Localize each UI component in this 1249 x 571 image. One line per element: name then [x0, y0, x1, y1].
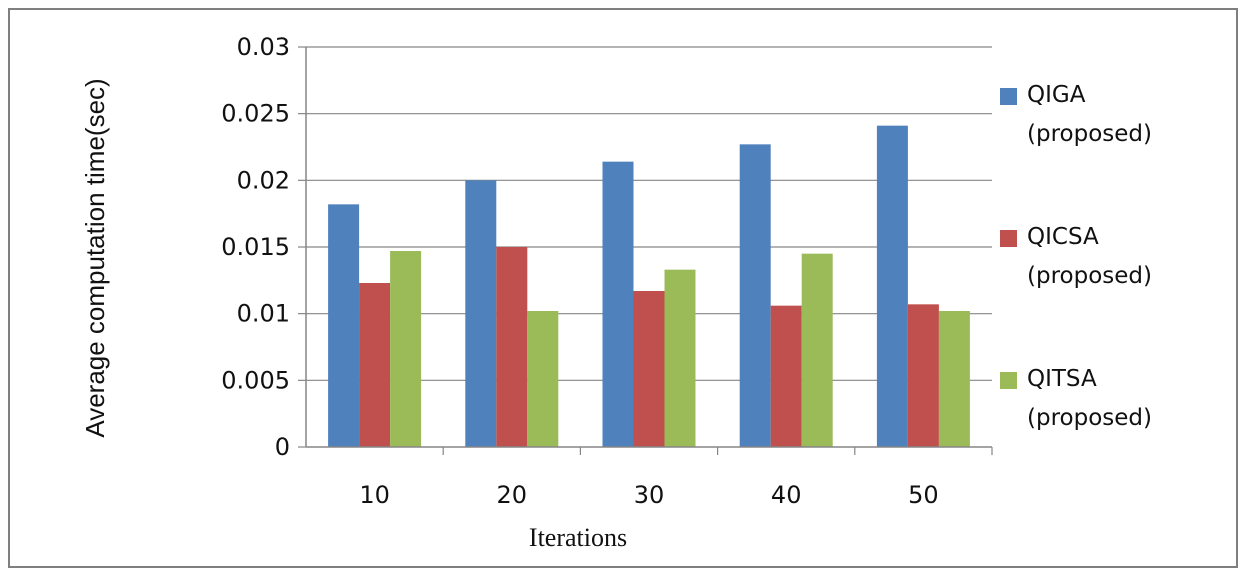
bar-qiga-10 [328, 204, 360, 447]
legend-label: (proposed) [1027, 263, 1152, 289]
bars [328, 125, 970, 448]
x-tick-label: 50 [908, 481, 939, 509]
bar-qitsa-30 [664, 269, 696, 447]
x-axis-title: Iterations [529, 523, 627, 552]
x-tick-label: 40 [771, 481, 802, 509]
bar-qicsa-50 [907, 304, 939, 447]
y-tick-label: 0.02 [237, 166, 290, 194]
bar-qicsa-30 [633, 291, 665, 447]
legend-label: QICSA [1027, 224, 1099, 250]
bar-qitsa-20 [527, 311, 559, 447]
legend-label: (proposed) [1027, 121, 1152, 147]
x-tick-label: 20 [497, 481, 528, 509]
y-axis-title: Average computation time(sec) [80, 78, 110, 437]
legend-item: QIGA (proposed) [1000, 82, 1152, 147]
legend-swatch [1000, 230, 1017, 247]
y-tick-label: 0.01 [237, 300, 290, 328]
bar-qiga-20 [465, 180, 497, 448]
y-tick-label: 0.03 [237, 33, 290, 61]
bar-qicsa-20 [496, 247, 528, 447]
chart-frame: 0 0.005 0.01 0.015 0.02 0.025 0.03 10 20 30 40 50 … [8, 8, 1238, 568]
x-tick-labels: 10 20 30 40 50 [359, 481, 938, 509]
y-tick-labels: 0 0.005 0.01 0.015 0.02 0.025 0.03 [221, 33, 290, 461]
legend-swatch [1000, 88, 1017, 105]
legend-item: QITSA (proposed) [1000, 366, 1152, 431]
axes [305, 47, 993, 455]
bar-qitsa-50 [938, 311, 970, 447]
y-tick-label: 0.025 [221, 100, 290, 128]
legend: QIGA (proposed) QICSA (proposed) QITSA (propo… [1000, 82, 1152, 431]
bar-qitsa-10 [390, 251, 422, 447]
y-tick-label: 0.015 [221, 233, 290, 261]
legend-label: QITSA [1027, 366, 1097, 392]
legend-item: QICSA (proposed) [1000, 224, 1152, 289]
legend-swatch [1000, 372, 1017, 389]
bar-qitsa-40 [801, 253, 833, 447]
bar-qiga-40 [739, 144, 771, 448]
legend-label: (proposed) [1027, 405, 1152, 431]
bar-qiga-30 [602, 161, 634, 447]
bar-qiga-50 [876, 125, 908, 448]
x-tick-label: 10 [359, 481, 390, 509]
bar-qicsa-10 [359, 283, 391, 447]
x-tick-label: 30 [634, 481, 665, 509]
legend-label: QIGA [1027, 82, 1086, 108]
bar-qicsa-40 [770, 305, 802, 447]
y-tick-label: 0.005 [221, 366, 290, 394]
y-tick-label: 0 [275, 433, 290, 461]
